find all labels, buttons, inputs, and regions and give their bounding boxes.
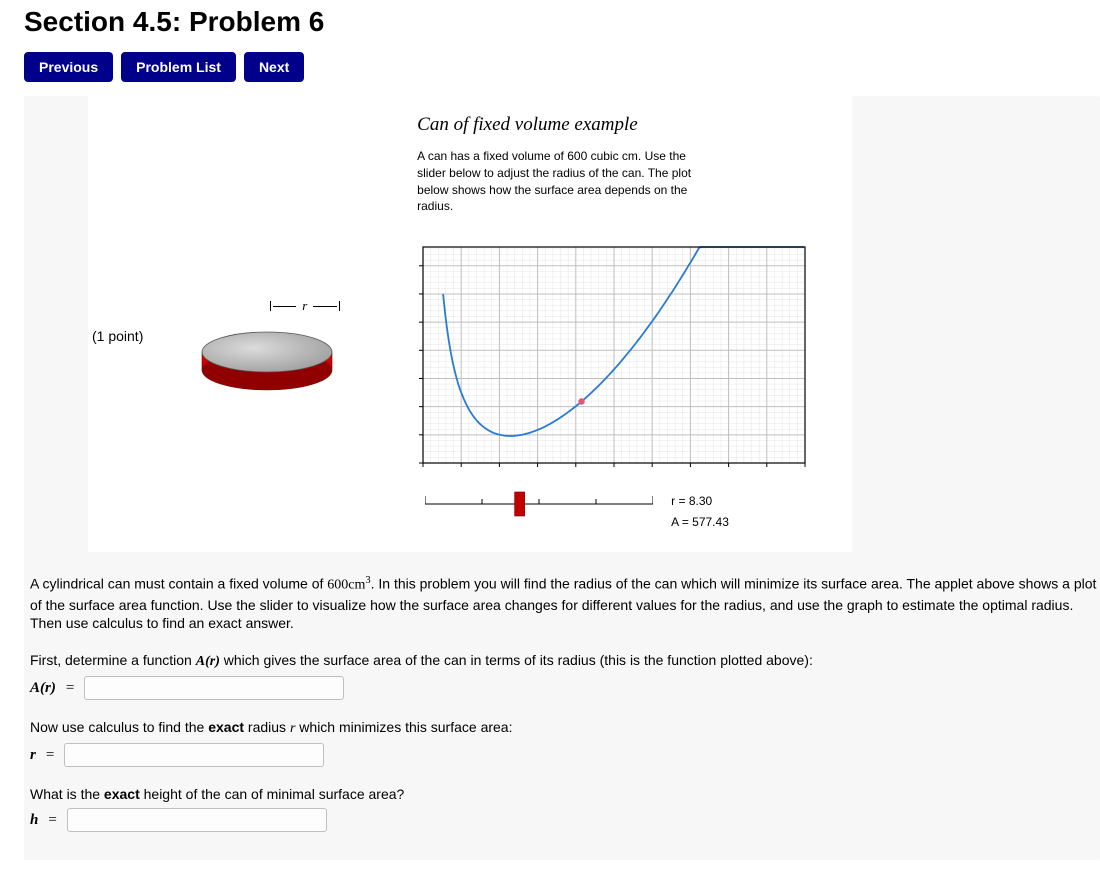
answer-row-r: r = bbox=[30, 743, 1100, 767]
previous-button[interactable]: Previous bbox=[24, 52, 113, 82]
applet-description: A can has a fixed volume of 600 cubic cm… bbox=[417, 148, 697, 215]
paragraph-1: A cylindrical can must contain a fixed v… bbox=[30, 574, 1100, 633]
answer-label-r: r bbox=[30, 745, 36, 765]
applet-container: (1 point) r bbox=[88, 96, 852, 552]
readout-A: A = 577.43 bbox=[671, 512, 729, 532]
answer-input-Ar[interactable] bbox=[84, 676, 344, 700]
points-label: (1 point) bbox=[92, 112, 192, 344]
can-illustration: r bbox=[192, 112, 411, 408]
answer-row-h: h = bbox=[30, 808, 1100, 832]
slider-readout: r = 8.30 A = 577.43 bbox=[671, 491, 729, 532]
paragraph-2: First, determine a function A(r) which g… bbox=[30, 651, 1100, 672]
answer-label-h: h bbox=[30, 810, 38, 830]
page-title: Section 4.5: Problem 6 bbox=[24, 6, 1100, 38]
nav-row: Previous Problem List Next bbox=[24, 52, 1100, 82]
readout-r: r = 8.30 bbox=[671, 491, 729, 511]
equals-sign: = bbox=[46, 810, 58, 830]
answer-label-Ar: A(r) bbox=[30, 678, 56, 698]
paragraph-4: What is the exact height of the can of m… bbox=[30, 785, 1100, 804]
applet-title: Can of fixed volume example bbox=[417, 114, 840, 136]
paragraph-3: Now use calculus to find the exact radiu… bbox=[30, 718, 1100, 739]
answer-input-h[interactable] bbox=[67, 808, 327, 832]
problem-body: A cylindrical can must contain a fixed v… bbox=[24, 552, 1100, 832]
can-icon bbox=[192, 318, 342, 408]
surface-area-chart bbox=[417, 243, 811, 469]
answer-row-Ar: A(r) = bbox=[30, 676, 1100, 700]
problem-panel: (1 point) r bbox=[24, 96, 1100, 860]
problem-list-button[interactable]: Problem List bbox=[121, 52, 236, 82]
radius-slider[interactable] bbox=[425, 491, 653, 517]
next-button[interactable]: Next bbox=[244, 52, 304, 82]
radius-dimension-label: r bbox=[270, 298, 340, 314]
answer-input-r[interactable] bbox=[64, 743, 324, 767]
equals-sign: = bbox=[44, 745, 56, 765]
equals-sign: = bbox=[64, 678, 76, 698]
